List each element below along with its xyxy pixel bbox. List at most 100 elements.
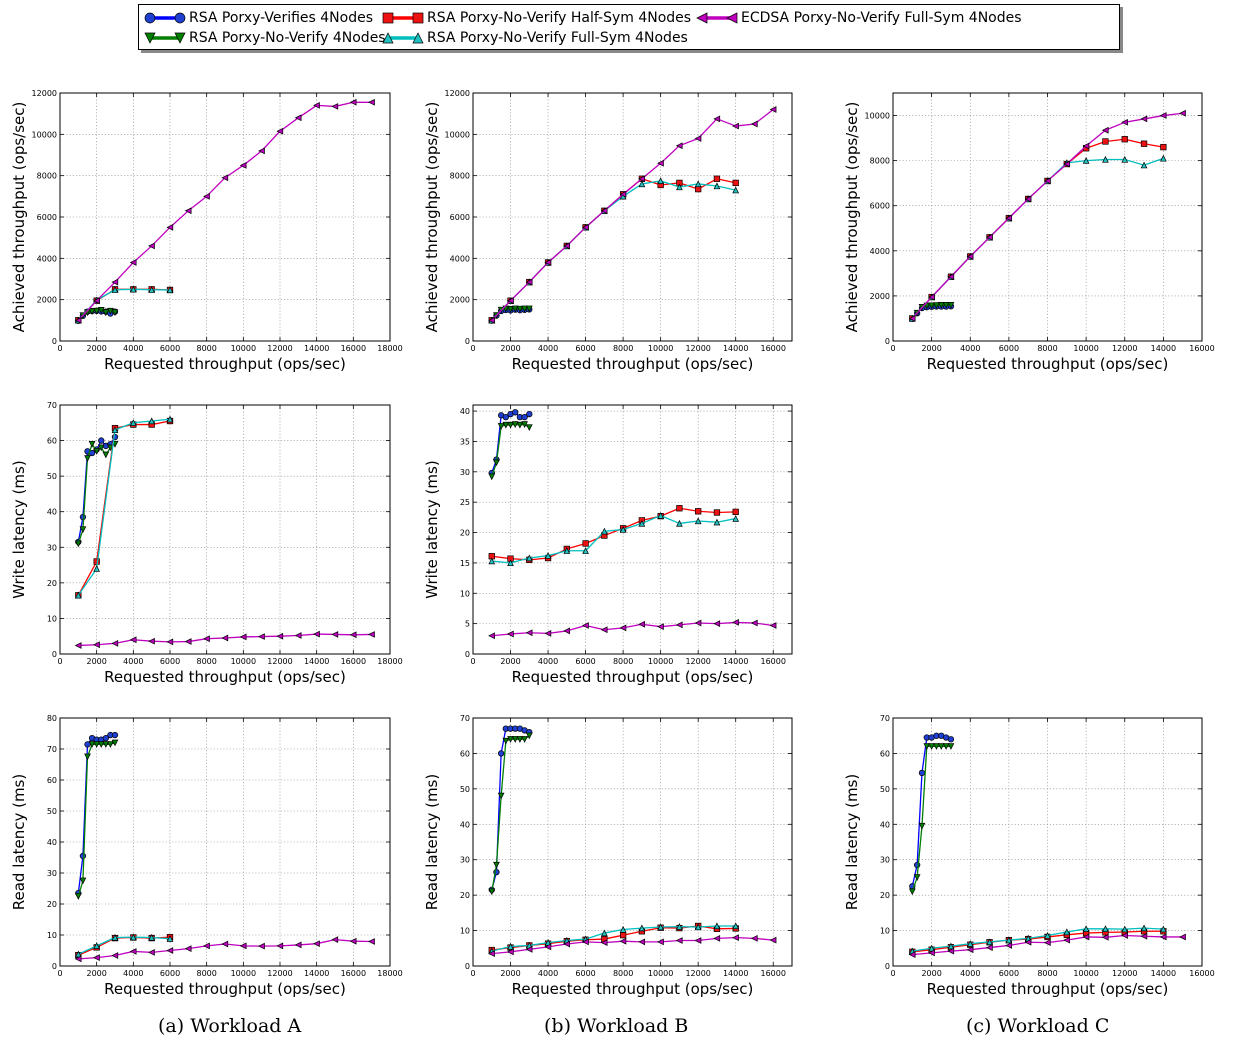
- data-point: [497, 792, 505, 800]
- series-square: [909, 136, 1167, 322]
- plot-frame: [59, 717, 391, 967]
- y-tick-label: 20: [880, 891, 890, 900]
- data-point: [582, 547, 589, 554]
- data-point: [129, 636, 137, 644]
- data-point: [93, 448, 101, 455]
- data-point: [221, 174, 229, 182]
- data-point: [497, 750, 505, 757]
- y-tick-label: 12000: [32, 89, 57, 98]
- plot-frame: [472, 404, 793, 655]
- data-point: [276, 942, 284, 950]
- series-line: [491, 514, 736, 564]
- data-point: [713, 620, 721, 628]
- y-tick-label: 20: [47, 900, 57, 909]
- data-point: [331, 936, 339, 944]
- data-point: [79, 513, 87, 521]
- data-point: [563, 940, 570, 948]
- data-point: [111, 952, 119, 959]
- data-point: [908, 951, 916, 959]
- y-tick-label: 30: [47, 543, 57, 552]
- data-point: [1121, 932, 1128, 939]
- series-line: [491, 937, 774, 955]
- data-point: [675, 937, 683, 944]
- data-point: [488, 632, 495, 640]
- data-point: [129, 285, 137, 293]
- y-tick-label: 70: [460, 714, 470, 723]
- data-point: [713, 115, 721, 123]
- data-point: [111, 933, 119, 941]
- x-tick-label: 0: [470, 344, 475, 353]
- x-tick-label: 4000: [538, 969, 558, 978]
- series-tri_up: [74, 415, 174, 599]
- data-point: [918, 822, 926, 830]
- y-tick-label: 0: [885, 962, 890, 971]
- caption-b: (b) Workload B: [544, 1015, 689, 1037]
- data-point: [732, 186, 740, 194]
- y-tick-label: 10: [47, 931, 57, 940]
- data-point: [937, 302, 945, 309]
- series-tri_left: [488, 619, 777, 640]
- x-tick-label: 14000: [723, 344, 748, 353]
- y-tick-label: 40: [47, 508, 57, 517]
- data-point: [79, 526, 87, 534]
- chart-a-write: 0 2000 4000 6000 8000 10000 12000 14000 16000 180…: [10, 401, 403, 686]
- data-point: [1005, 936, 1013, 944]
- data-point: [923, 743, 931, 750]
- y-tick-label: 25: [460, 498, 470, 507]
- data-point: [88, 308, 96, 316]
- data-point: [732, 922, 740, 930]
- data-point: [313, 940, 320, 948]
- data-point: [913, 874, 921, 882]
- x-tick-label: 6000: [160, 969, 180, 978]
- data-point: [203, 635, 210, 643]
- x-tick-label: 4000: [538, 344, 558, 353]
- data-point: [694, 517, 702, 525]
- data-point: [507, 559, 514, 567]
- data-point: [1063, 160, 1070, 168]
- data-point: [239, 161, 247, 169]
- x-tick-label: 14000: [1151, 344, 1176, 353]
- caption-a: (a) Workload A: [158, 1015, 302, 1037]
- data-point: [1101, 933, 1109, 941]
- x-tick-label: 16000: [761, 344, 786, 353]
- x-tick-label: 12000: [267, 657, 292, 666]
- y-tick-label: 4000: [450, 254, 470, 263]
- data-point: [713, 518, 721, 526]
- data-point: [1044, 931, 1051, 939]
- x-tick-label: 12000: [1112, 969, 1137, 978]
- data-point: [600, 527, 608, 535]
- data-point: [502, 421, 510, 429]
- data-point: [184, 945, 192, 953]
- data-point: [349, 937, 357, 945]
- x-tick-label: 16000: [341, 657, 366, 666]
- data-point: [638, 180, 646, 188]
- data-point: [525, 305, 533, 313]
- data-point: [986, 938, 993, 946]
- series-square: [75, 286, 174, 324]
- series-tri_left: [488, 106, 777, 324]
- y-tick-label: 10000: [865, 112, 890, 121]
- x-tick-label: 2000: [86, 344, 106, 353]
- data-point: [947, 743, 955, 750]
- data-point: [221, 940, 229, 948]
- data-point: [750, 619, 758, 627]
- y-axis-label: Read latency (ms): [423, 774, 441, 910]
- data-point: [1140, 140, 1148, 147]
- data-point: [1005, 214, 1013, 222]
- x-tick-label: 0: [57, 969, 62, 978]
- data-point: [1005, 942, 1013, 949]
- legend-marker: [144, 12, 186, 24]
- y-axis-label: Read latency (ms): [10, 774, 28, 910]
- y-tick-label: 40: [880, 820, 890, 829]
- data-point: [166, 638, 174, 646]
- data-point: [525, 424, 533, 432]
- x-tick-label: 4000: [123, 657, 143, 666]
- data-point: [769, 622, 777, 629]
- y-tick-label: 50: [880, 785, 890, 794]
- data-point: [111, 309, 119, 317]
- data-point: [928, 293, 935, 301]
- series-line: [491, 735, 530, 892]
- data-point: [750, 120, 758, 128]
- x-tick-label: 2000: [86, 969, 106, 978]
- y-tick-label: 10000: [32, 130, 57, 139]
